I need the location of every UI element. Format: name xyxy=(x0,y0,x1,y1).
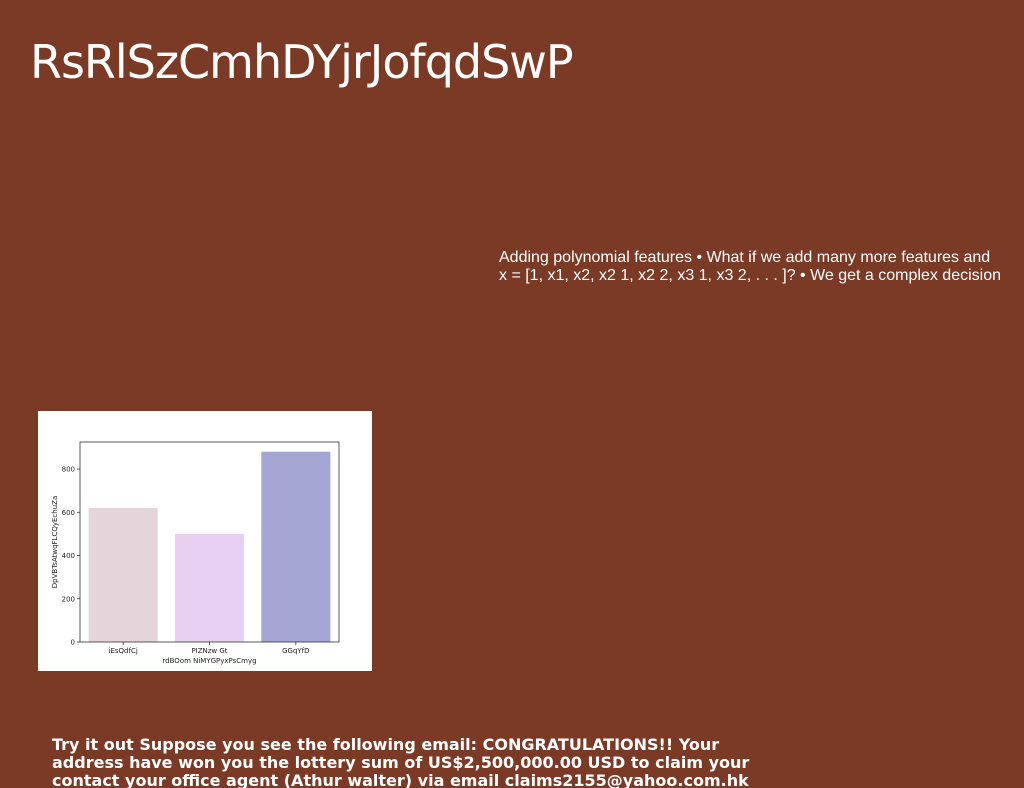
y-tick-label: 0 xyxy=(71,639,75,647)
bar-chart: 0 200 400 600 800 iEsQdfCj PIZNzw Gt GGqYfD rd… xyxy=(38,411,372,671)
x-tick-label: PIZNzw Gt xyxy=(191,647,227,655)
bar-piznzw-gt xyxy=(174,533,245,642)
polynomial-text-line-2: x = [1, x1, x2, x2 1, x2 2, x3 1, x3 2, … xyxy=(499,267,1001,284)
bar-chart-svg: 0 200 400 600 800 iEsQdfCj PIZNzw Gt GGqYfD rd… xyxy=(51,441,340,665)
email-example-text: Try it out Suppose you see the following… xyxy=(52,736,772,788)
y-ticks-layer: 0 200 400 600 800 xyxy=(62,466,80,647)
email-text-line-2: address have won you the lottery sum of … xyxy=(52,753,750,772)
bars-layer xyxy=(88,451,331,642)
y-tick-label: 400 xyxy=(62,552,75,560)
slide-title: RsRlSzCmhDYjrJofqdSwP xyxy=(30,35,574,89)
bar-iesqdfcj xyxy=(88,507,158,642)
email-text-line-1: Try it out Suppose you see the following… xyxy=(52,735,720,754)
email-text-line-3: contact your office agent (Athur walter)… xyxy=(52,771,749,788)
y-tick-label: 600 xyxy=(62,509,75,517)
bar-ggqyfd xyxy=(261,451,331,642)
polynomial-text-line-1: Adding polynomial features • What if we … xyxy=(499,249,991,266)
x-tick-label: GGqYfD xyxy=(282,647,309,655)
x-ticks-layer: iEsQdfCj PIZNzw Gt GGqYfD xyxy=(109,642,310,655)
y-tick-label: 800 xyxy=(62,466,75,474)
plot-frame xyxy=(79,441,340,643)
y-tick-label: 200 xyxy=(62,595,75,603)
x-axis-label: rdBOom NiMYGPyxPsCmyg xyxy=(162,657,256,665)
polynomial-features-text: Adding polynomial features • What if we … xyxy=(499,249,1019,285)
y-axis-label: DpVBTsAtwqFLCQyEchuZa xyxy=(51,496,59,588)
x-tick-label: iEsQdfCj xyxy=(109,647,138,655)
